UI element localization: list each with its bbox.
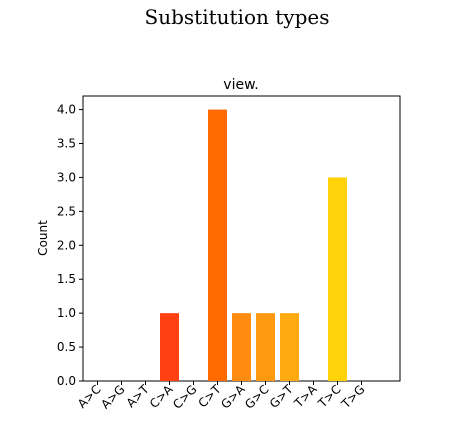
y-tick-label: 2.5 — [57, 204, 76, 218]
x-tick-label: G>T — [267, 382, 296, 411]
y-tick-label: 3.0 — [57, 170, 76, 184]
x-tick-label: C>T — [196, 382, 225, 411]
x-tick-label: A>C — [75, 382, 104, 411]
x-tick-label: T>G — [338, 382, 367, 411]
x-tick-label: T>A — [291, 382, 320, 411]
x-tick-label: G>A — [218, 382, 248, 412]
y-tick-label: 1.0 — [57, 306, 76, 320]
y-tick-label: 0.0 — [57, 374, 76, 388]
x-tick-label: A>G — [98, 382, 127, 411]
page-title: Substitution types — [145, 5, 330, 29]
x-tick-label: C>G — [170, 382, 200, 412]
y-tick-label: 3.5 — [57, 137, 76, 151]
y-axis-label: Count — [36, 220, 50, 256]
y-tick-label: 0.5 — [57, 340, 76, 354]
chart-title: view. — [223, 77, 258, 93]
bar — [328, 177, 347, 381]
x-tick-label: G>C — [242, 382, 272, 412]
x-tick-label: A>T — [124, 382, 152, 410]
y-tick-label: 1.5 — [57, 272, 76, 286]
x-tick-label: T>C — [315, 382, 344, 411]
x-tick-label: C>A — [147, 382, 176, 411]
y-tick-label: 2.0 — [57, 238, 76, 252]
y-tick-label: 4.0 — [57, 103, 76, 117]
bar — [256, 313, 275, 381]
bar — [280, 313, 299, 381]
bar — [232, 313, 251, 381]
bar — [208, 109, 227, 382]
bar — [160, 313, 179, 381]
